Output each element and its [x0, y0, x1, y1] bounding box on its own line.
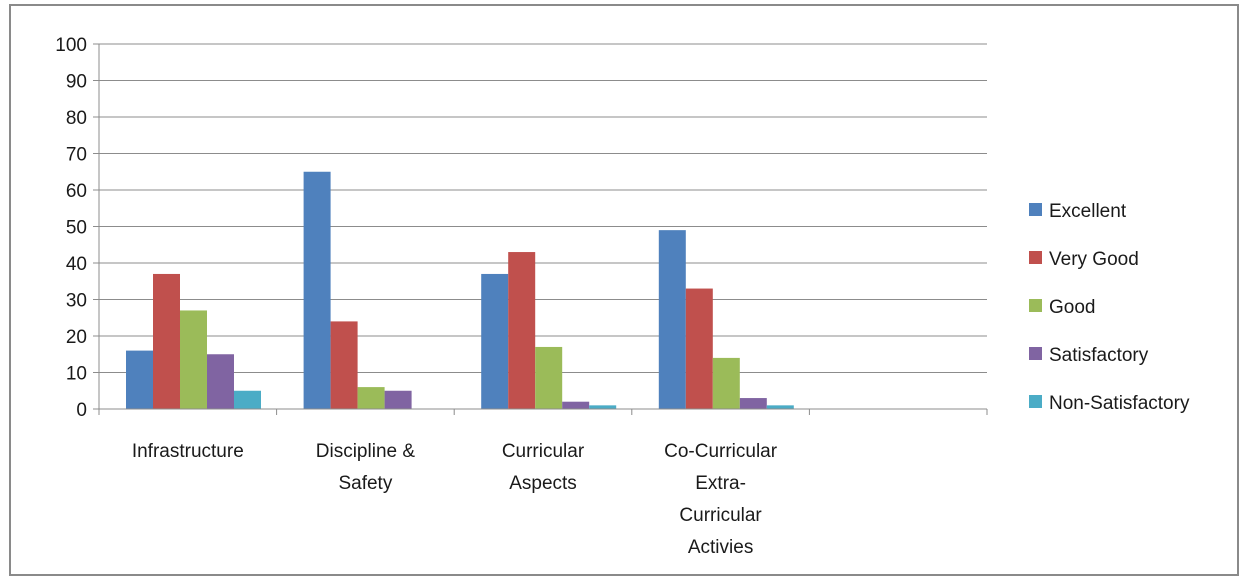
- legend-swatch: [1029, 347, 1042, 360]
- legend-label: Satisfactory: [1049, 345, 1149, 366]
- x-category-label: Discipline &: [316, 441, 416, 462]
- bar-satisfactory: [739, 398, 767, 409]
- bar-excellent: [303, 171, 331, 409]
- bar-good: [357, 387, 385, 409]
- legend-label: Good: [1049, 297, 1095, 318]
- y-tick-label: 0: [76, 400, 87, 421]
- legend-label: Non-Satisfactory: [1049, 393, 1190, 414]
- bar-very-good: [685, 288, 713, 409]
- y-tick-label: 70: [66, 145, 87, 166]
- legend: Excellent Very Good Good Satisfactory Non-Sa…: [1029, 201, 1190, 414]
- gridlines: [93, 43, 987, 410]
- y-tick-label: 20: [66, 327, 87, 348]
- legend-swatch: [1029, 395, 1042, 408]
- y-tick-label: 80: [66, 108, 87, 129]
- bar-excellent: [658, 230, 686, 409]
- y-tick-label: 50: [66, 218, 87, 239]
- bar-non-satisfactory: [234, 390, 261, 409]
- bar-satisfactory: [207, 354, 234, 409]
- bar-very-good: [330, 321, 358, 409]
- y-tick-label: 90: [66, 72, 87, 93]
- legend-label: Excellent: [1049, 201, 1127, 222]
- y-tick-label: 60: [66, 181, 87, 202]
- bar-excellent: [126, 350, 153, 409]
- x-category-label: Curricular: [502, 441, 585, 462]
- legend-swatch: [1029, 203, 1042, 216]
- y-tick-label: 40: [66, 254, 87, 275]
- bar-good: [535, 346, 563, 409]
- bar-good: [712, 357, 740, 409]
- x-category-label: Safety: [338, 473, 392, 494]
- bars: [126, 171, 794, 409]
- x-category-label: Extra-: [695, 473, 746, 494]
- bar-non-satisfactory: [766, 405, 794, 409]
- x-category-label: Activies: [688, 537, 753, 558]
- bar-non-satisfactory: [589, 405, 617, 409]
- bar-good: [180, 310, 207, 409]
- bar-very-good: [153, 273, 180, 409]
- chart-frame: 0 10 20 30 40 50 60 70 80 90 100 Infrastructure Dis…: [9, 4, 1239, 576]
- legend-label: Very Good: [1049, 249, 1139, 270]
- bar-excellent: [481, 273, 509, 409]
- x-category-label: Infrastructure: [132, 441, 244, 462]
- bar-satisfactory: [562, 401, 590, 409]
- axes: [98, 44, 988, 415]
- y-tick-label: 30: [66, 291, 87, 312]
- bar-chart: 0 10 20 30 40 50 60 70 80 90 100 Infrastructure Dis…: [55, 35, 1190, 558]
- x-axis-labels: Infrastructure Discipline & Safety Curricul…: [132, 441, 778, 558]
- y-tick-label: 10: [66, 364, 87, 385]
- legend-swatch: [1029, 299, 1042, 312]
- y-axis-ticks: 0 10 20 30 40 50 60 70 80 90 100: [55, 35, 87, 421]
- bar-satisfactory: [384, 390, 412, 409]
- y-tick-label: 100: [55, 35, 87, 56]
- x-category-label: Co-Curricular: [664, 441, 778, 462]
- x-category-label: Aspects: [509, 473, 577, 494]
- legend-swatch: [1029, 251, 1042, 264]
- x-category-label: Curricular: [679, 505, 762, 526]
- bar-very-good: [508, 252, 536, 409]
